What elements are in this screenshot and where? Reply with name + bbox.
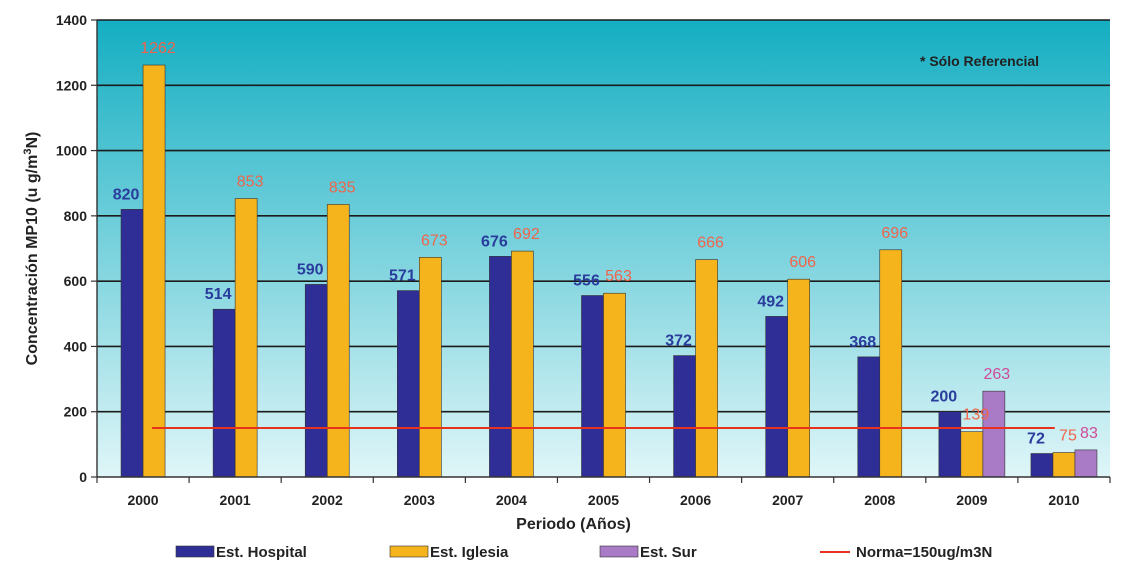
- y-axis-title: Concentración MP10 (u g/m3N): [22, 132, 41, 366]
- data-label: 83: [1080, 425, 1098, 442]
- legend-label: Est. Iglesia: [430, 544, 509, 561]
- data-label: 492: [757, 293, 784, 310]
- bar-est-sur-2010: [1074, 449, 1098, 478]
- data-label: 590: [297, 261, 324, 278]
- y-tick-label: 0: [79, 469, 87, 485]
- y-tick-label: 200: [64, 404, 88, 420]
- data-label: 72: [1027, 430, 1045, 447]
- data-label: 368: [849, 334, 876, 351]
- data-label: 696: [881, 225, 908, 242]
- data-label: 139: [963, 407, 990, 424]
- bar-est-iglesia-2005: [603, 292, 626, 478]
- bar-est-hospital-2010: [1030, 453, 1054, 478]
- bar-est-hospital-2001: [212, 308, 236, 478]
- legend-swatch: [599, 545, 639, 558]
- data-label: 372: [665, 333, 692, 350]
- bar-est-hospital-2008: [857, 356, 881, 478]
- bar-est-hospital-2004: [489, 256, 512, 478]
- data-label: 853: [237, 174, 264, 191]
- bar-est-iglesia-2007: [787, 278, 810, 478]
- bar-est-hospital-2002: [304, 284, 328, 478]
- y-tick-label: 800: [64, 208, 88, 224]
- data-label: 673: [421, 232, 448, 249]
- data-label: 835: [329, 179, 356, 196]
- bar-est-iglesia-2006: [695, 259, 718, 478]
- data-label: 1262: [140, 40, 176, 57]
- legend-swatch: [175, 545, 215, 558]
- x-tick-label: 2004: [496, 492, 527, 508]
- data-label: 676: [481, 233, 508, 250]
- bar-est-hospital-2000: [120, 209, 144, 478]
- bar-est-hospital-2005: [581, 295, 604, 478]
- bar-est-hospital-2009: [938, 411, 962, 478]
- data-label: 666: [697, 235, 724, 252]
- bar-est-hospital-2006: [673, 355, 696, 478]
- data-label: 556: [573, 273, 600, 290]
- data-label: 563: [605, 268, 632, 285]
- legend: Est. Hospital Est. Iglesia Est. Sur Norma=1…: [175, 544, 992, 561]
- data-label: 571: [389, 268, 416, 285]
- annotation-text: * Sólo Referencial: [920, 53, 1039, 69]
- x-tick-label: 2007: [772, 492, 803, 508]
- data-label: 820: [113, 186, 140, 203]
- data-label: 692: [513, 226, 540, 243]
- bar-est-iglesia-2010: [1052, 452, 1076, 478]
- bar-est-iglesia-2000: [142, 64, 166, 478]
- legend-label: Norma=150ug/m3N: [856, 544, 992, 561]
- data-label: 200: [931, 389, 958, 406]
- bar-est-sur-2009: [982, 390, 1006, 478]
- x-tick-label: 2006: [680, 492, 711, 508]
- data-label: 75: [1059, 428, 1077, 445]
- legend-label: Est. Hospital: [216, 544, 307, 561]
- bar-est-iglesia-2002: [326, 204, 350, 478]
- y-tick-label: 600: [64, 273, 88, 289]
- x-axis-title: Periodo (Años): [516, 516, 631, 533]
- y-tick-label: 1400: [56, 12, 87, 28]
- bar-est-iglesia-2001: [234, 198, 258, 478]
- bar-est-hospital-2007: [765, 316, 788, 478]
- data-label: 606: [789, 254, 816, 271]
- legend-swatch: [389, 545, 429, 558]
- legend-label: Est. Sur: [640, 544, 697, 561]
- data-label: 514: [205, 286, 232, 303]
- y-tick-label: 1200: [56, 77, 87, 93]
- x-tick-label: 2008: [864, 492, 895, 508]
- x-tick-label: 2009: [956, 492, 987, 508]
- x-tick-label: 2002: [312, 492, 343, 508]
- x-tick-label: 2000: [127, 492, 158, 508]
- y-tick-label: 1000: [56, 143, 87, 159]
- bar-est-iglesia-2008: [879, 249, 903, 478]
- bar-est-hospital-2003: [397, 290, 420, 478]
- x-tick-label: 2010: [1048, 492, 1079, 508]
- x-tick-label: 2005: [588, 492, 619, 508]
- x-tick-label: 2001: [220, 492, 251, 508]
- bar-est-iglesia-2009: [960, 431, 984, 478]
- data-label: 263: [984, 366, 1011, 383]
- y-tick-label: 400: [64, 338, 88, 354]
- bar-est-iglesia-2003: [419, 257, 442, 478]
- bar-est-iglesia-2004: [511, 250, 534, 478]
- x-tick-label: 2003: [404, 492, 435, 508]
